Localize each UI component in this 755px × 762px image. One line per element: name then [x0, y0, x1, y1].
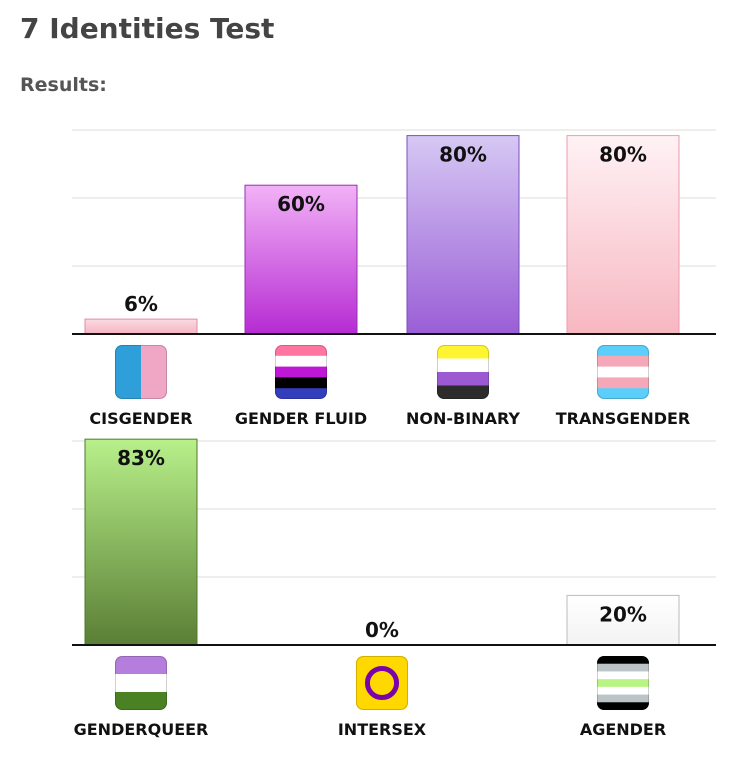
transgender-flag-icon: [597, 345, 649, 399]
category-label: GENDERQUEER: [74, 720, 209, 739]
intersex-symbol-icon: [356, 656, 408, 710]
page-title: 7 Identities Test: [20, 12, 275, 45]
bar-agender: [566, 594, 680, 646]
value-label: 0%: [365, 618, 399, 642]
gender-fluid-flag-icon: [275, 345, 327, 399]
value-label: 6%: [124, 292, 158, 316]
value-label: 80%: [599, 143, 647, 167]
category-label: NON-BINARY: [406, 409, 520, 428]
non-binary-flag-icon: [437, 345, 489, 399]
cisgender-flag-icon: [115, 345, 167, 399]
category-label: TRANSGENDER: [556, 409, 691, 428]
bar-gender-fluid: [244, 184, 358, 335]
results-label: Results:: [20, 74, 107, 96]
bar-cisgender: [84, 318, 198, 335]
value-label: 83%: [117, 446, 165, 470]
category-label: GENDER FLUID: [235, 409, 367, 428]
bar-non-binary: [406, 135, 520, 335]
category-label: AGENDER: [580, 720, 666, 739]
bar-genderqueer: [84, 438, 198, 646]
agender-flag-icon: [597, 656, 649, 710]
category-label: INTERSEX: [338, 720, 427, 739]
value-label: 60%: [277, 192, 325, 216]
value-label: 20%: [599, 602, 647, 626]
value-label: 80%: [439, 143, 487, 167]
category-label: CISGENDER: [89, 409, 192, 428]
genderqueer-flag-icon: [115, 656, 167, 710]
